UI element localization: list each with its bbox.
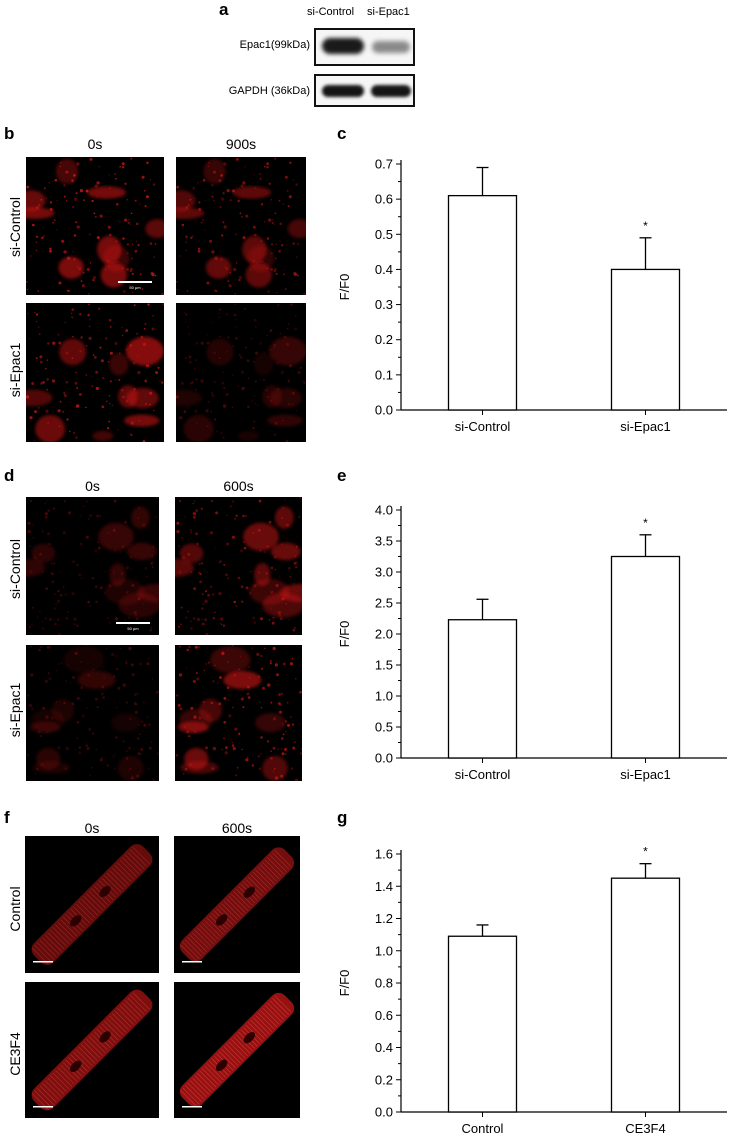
panel-d-scale-bar — [116, 622, 150, 624]
panel-f-micrograph-control-600s — [174, 836, 300, 973]
panel-b-row-label-0: si-Control — [7, 197, 23, 257]
bar — [610, 268, 681, 411]
x-tick-label: si-Control — [455, 419, 511, 434]
bar — [447, 194, 518, 411]
y-tick-label: 1.0 — [375, 943, 393, 958]
blot-lane-label-control: si-Control — [307, 6, 355, 18]
panel-f-time-0: 0s — [84, 820, 100, 836]
panel-b-letter: b — [4, 124, 15, 143]
panel-f-row-label-0: Control — [7, 886, 23, 932]
x-tick-label: si-Epac1 — [620, 419, 671, 434]
y-tick-label: 1.4 — [375, 879, 393, 894]
panel-b-scale-bar — [118, 281, 152, 283]
panel-f-micrograph-ce3f4-0s — [25, 982, 159, 1118]
bar — [447, 619, 518, 759]
y-tick-label: 0.5 — [375, 227, 393, 242]
chart-c: 0.0 0.1 0.2 0.3 0.4 0.5 0.6 0.7 F/F0 si-Control * s… — [337, 157, 727, 434]
panel-c-letter: c — [337, 124, 347, 143]
y-tick-label: 3.5 — [375, 534, 393, 549]
panel-d-row-label-1: si-Epac1 — [7, 682, 23, 738]
y-tick-label: 0.8 — [375, 976, 393, 991]
panel-b-time-0: 0s — [87, 136, 103, 152]
blot-epac1-box — [314, 28, 415, 66]
y-tick-label: 2.0 — [375, 627, 393, 642]
y-tick-label: 0.0 — [375, 1105, 393, 1120]
panel-g-letter: g — [337, 808, 348, 827]
chart-g: 0.0 0.2 0.4 0.6 0.8 1.0 1.2 1.4 1.6 F/F0 Control * C… — [337, 845, 727, 1134]
panel-d-time-1: 600s — [223, 478, 254, 494]
y-tick-label: 1.2 — [375, 911, 393, 926]
y-tick-label: 1.6 — [375, 847, 393, 862]
panel-b-time-1: 900s — [225, 136, 257, 152]
blot-band-label-gapdh: GAPDH (36kDa) — [228, 85, 310, 97]
panel-b-micrograph-control-0s — [26, 157, 164, 295]
panel-b-row-label-1: si-Epac1 — [7, 342, 23, 398]
panel-d-micrograph-epac1-600s — [175, 645, 302, 781]
panel-d-time-0: 0s — [85, 478, 100, 494]
y-tick-label: 0.6 — [375, 1008, 393, 1023]
y-tick-label: 0.6 — [375, 192, 393, 207]
blot-band-label-epac1: Epac1(99kDa) — [239, 39, 310, 51]
panel-e-letter: e — [337, 466, 347, 485]
y-tick-label: 0.2 — [375, 1072, 393, 1087]
panel-b-micrograph-epac1-900s — [176, 303, 306, 442]
bar — [447, 935, 518, 1113]
panel-f-time-1: 600s — [221, 820, 253, 836]
panel-d-scale-text: 50 μm — [127, 626, 139, 631]
y-tick-label: 0.7 — [375, 157, 393, 172]
y-tick-label: 2.5 — [375, 596, 393, 611]
blot-band — [322, 85, 364, 97]
y-tick-label: 0.1 — [375, 367, 393, 382]
y-axis-label: F/F0 — [337, 970, 352, 997]
y-axis-label: F/F0 — [337, 621, 352, 648]
panel-f-letter: f — [4, 808, 10, 827]
significance-marker: * — [643, 516, 648, 530]
panel-b-scale-text: 50 μm — [129, 285, 141, 290]
chart-e: 0.0 0.5 1.0 1.5 2.0 2.5 3.0 3.5 4.0 F/F0 si-Contro… — [337, 503, 727, 782]
y-tick-label: 1.5 — [375, 658, 393, 673]
panel-f-micrograph-ce3f4-600s — [174, 982, 300, 1118]
panel-d-micrograph-control-0s — [26, 497, 159, 635]
y-axis-label: F/F0 — [337, 274, 352, 301]
panel-f-micrograph-control-0s — [25, 836, 159, 973]
blot-band — [371, 85, 411, 97]
panel-d-letter: d — [4, 466, 15, 485]
blot-band — [322, 38, 364, 54]
significance-marker: * — [643, 219, 648, 233]
panel-b-micrograph-control-900s — [176, 157, 306, 295]
bar — [610, 877, 681, 1113]
blot-gapdh-box — [314, 74, 415, 107]
blot-lane-label-epac1: si-Epac1 — [367, 6, 410, 18]
y-tick-label: 0.4 — [375, 262, 393, 277]
panel-a-letter: a — [219, 0, 229, 19]
panel-d-micrograph-epac1-0s — [26, 645, 159, 781]
y-tick-label: 0.0 — [375, 751, 393, 766]
panel-b-micrograph-epac1-0s — [26, 303, 164, 442]
panel-d-row-label-0: si-Control — [7, 539, 23, 599]
panel-f-row-label-1: CE3F4 — [7, 1032, 23, 1076]
blot-band — [372, 41, 410, 53]
y-tick-label: 0.2 — [375, 332, 393, 347]
x-tick-label: CE3F4 — [625, 1121, 665, 1134]
y-tick-label: 3.0 — [375, 565, 393, 580]
y-tick-label: 0.5 — [375, 720, 393, 735]
y-tick-label: 0.3 — [375, 297, 393, 312]
y-tick-label: 4.0 — [375, 503, 393, 518]
x-tick-label: si-Control — [455, 767, 511, 782]
y-tick-label: 0.0 — [375, 403, 393, 418]
x-tick-label: si-Epac1 — [620, 767, 671, 782]
x-tick-label: Control — [462, 1121, 504, 1134]
significance-marker: * — [643, 845, 648, 859]
bar — [610, 555, 681, 759]
y-tick-label: 0.4 — [375, 1040, 393, 1055]
y-tick-label: 1.0 — [375, 689, 393, 704]
panel-d-micrograph-control-600s — [175, 497, 302, 635]
